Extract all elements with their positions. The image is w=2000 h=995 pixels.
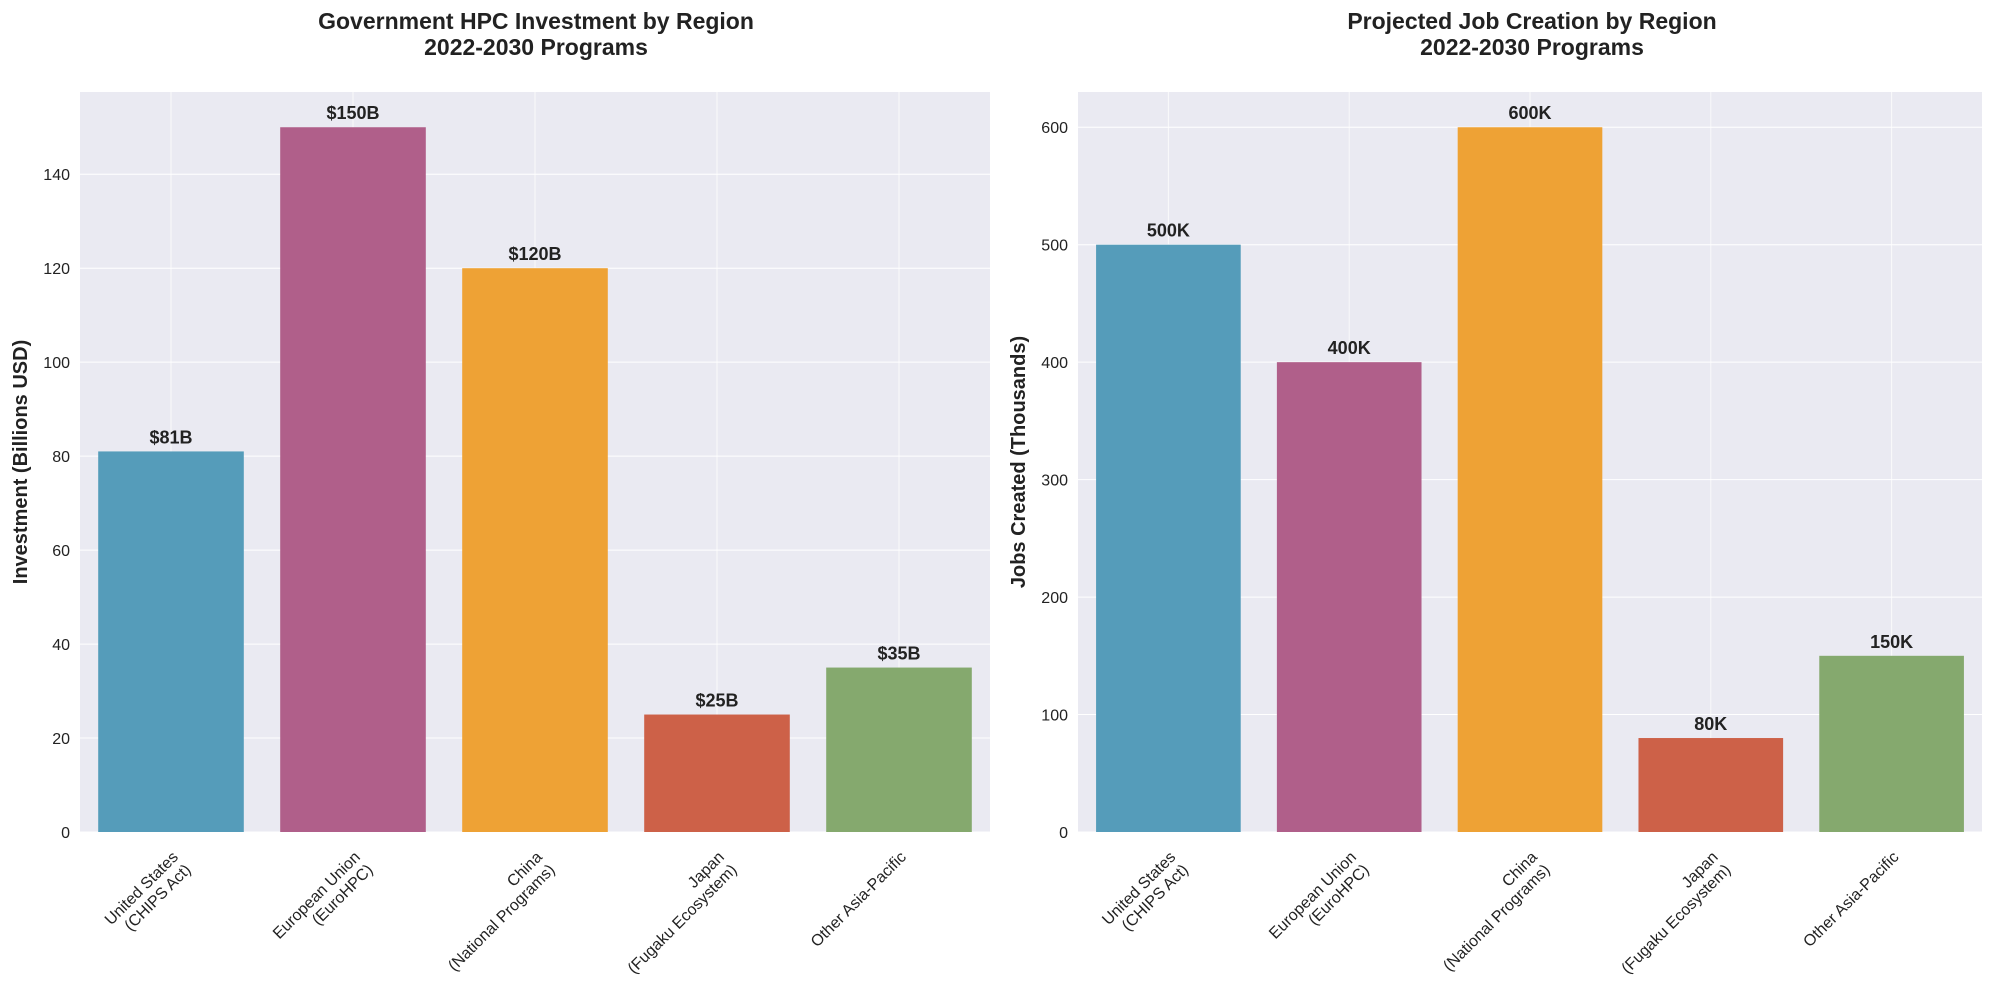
y-tick-label: 20 <box>52 731 70 748</box>
y-tick-label: 100 <box>1041 708 1068 725</box>
value-label: $120B <box>508 244 561 264</box>
bar <box>1096 244 1241 832</box>
bar <box>826 667 972 832</box>
value-label: $150B <box>326 103 379 123</box>
bar <box>98 451 244 832</box>
bar <box>1457 127 1603 832</box>
x-tick-label: Other Asia-Pacific <box>808 849 910 951</box>
bar <box>1276 362 1422 832</box>
x-tick-label: United States(CHIPS Act) <box>1099 849 1192 942</box>
chart-title: Projected Job Creation by Region 2022-203… <box>1347 8 1716 60</box>
value-label: $35B <box>877 644 920 664</box>
x-tick-label: European Union(EuroHPC) <box>270 849 377 956</box>
bar <box>462 268 608 832</box>
bar <box>1819 655 1964 832</box>
value-label: $25B <box>695 691 738 711</box>
y-tick-label: 0 <box>61 825 70 842</box>
value-label: 500K <box>1147 221 1190 241</box>
y-tick-label: 300 <box>1041 473 1068 490</box>
value-label: 600K <box>1508 103 1551 123</box>
x-tick-label: Japan(Fugaku Ecosystem) <box>612 849 740 977</box>
y-tick-label: 400 <box>1041 355 1068 372</box>
y-tick-label: 80 <box>52 449 70 466</box>
x-tick-label: Japan(Fugaku Ecosystem) <box>1606 849 1734 977</box>
y-tick-label: 60 <box>52 543 70 560</box>
x-tick-label: China(National Programs) <box>1428 849 1554 975</box>
y-tick-label: 600 <box>1041 120 1068 137</box>
value-label: 150K <box>1870 632 1913 652</box>
y-tick-label: 100 <box>43 355 70 372</box>
x-tick-label: European Union(EuroHPC) <box>1266 849 1373 956</box>
x-tick-label: United States(CHIPS Act) <box>102 849 195 942</box>
x-tick-label: China(National Programs) <box>433 849 559 975</box>
value-label: 80K <box>1694 714 1727 734</box>
bar <box>280 127 426 832</box>
y-tick-label: 500 <box>1041 238 1068 255</box>
value-label: 400K <box>1328 338 1371 358</box>
y-tick-label: 200 <box>1041 590 1068 607</box>
bar <box>644 714 790 832</box>
x-tick-label: Other Asia-Pacific <box>1800 849 1902 951</box>
chart-title: Government HPC Investment by Region 2022-… <box>318 8 754 60</box>
y-tick-label: 120 <box>43 261 70 278</box>
bar <box>1638 738 1784 832</box>
y-axis-label: Jobs Created (Thousands) <box>1008 336 1030 588</box>
value-label: $81B <box>149 427 192 447</box>
y-axis-label: Investment (Billions USD) <box>10 340 32 584</box>
y-tick-label: 0 <box>1059 825 1068 842</box>
y-tick-label: 140 <box>43 167 70 184</box>
y-tick-label: 40 <box>52 637 70 654</box>
